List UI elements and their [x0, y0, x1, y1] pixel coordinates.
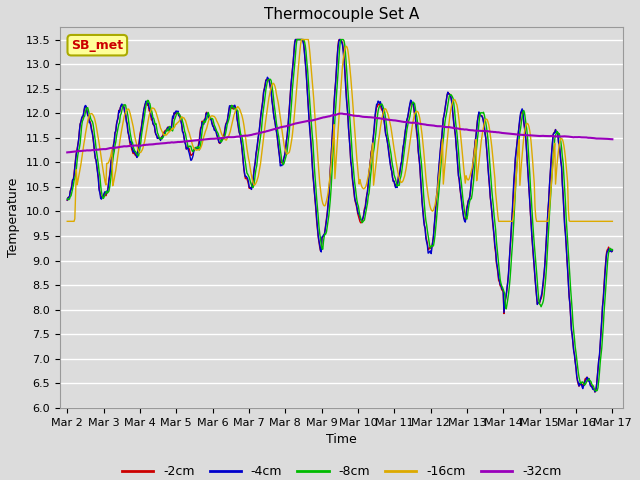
Title: Thermocouple Set A: Thermocouple Set A [264, 7, 419, 22]
Y-axis label: Temperature: Temperature [7, 178, 20, 257]
Legend: -2cm, -4cm, -8cm, -16cm, -32cm: -2cm, -4cm, -8cm, -16cm, -32cm [117, 460, 566, 480]
X-axis label: Time: Time [326, 433, 357, 446]
Text: SB_met: SB_met [71, 39, 124, 52]
